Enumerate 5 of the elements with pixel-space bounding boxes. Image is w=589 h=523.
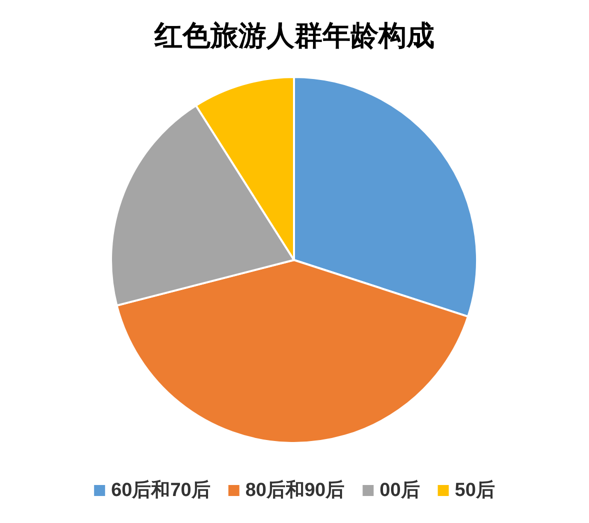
legend-label: 50后 <box>454 479 495 501</box>
legend-label: 80后和90后 <box>245 479 345 501</box>
chart-title: 红色旅游人群年龄构成 <box>154 21 434 52</box>
legend-label: 60后和70后 <box>111 479 210 501</box>
legend-label: 00后 <box>380 479 420 501</box>
